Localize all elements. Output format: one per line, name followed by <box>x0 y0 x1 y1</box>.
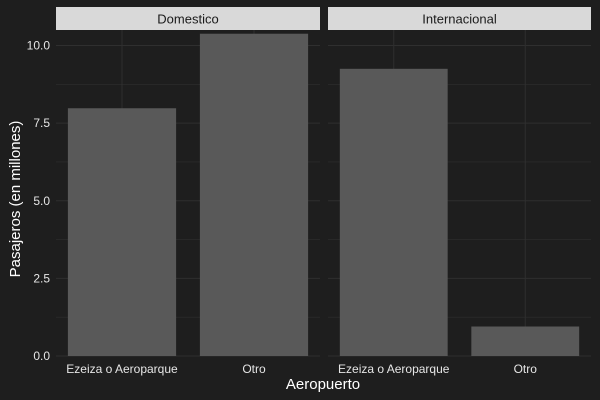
bar <box>199 33 309 357</box>
bar <box>471 326 580 356</box>
facet-strip <box>328 7 591 30</box>
bar <box>339 68 448 357</box>
x-tick-label: Ezeiza o Aeroparque <box>66 362 178 376</box>
y-tick-label: 7.5 <box>33 116 50 130</box>
x-tick-label: Otro <box>514 362 538 376</box>
y-tick-label: 10.0 <box>27 39 51 53</box>
x-tick-label: Otro <box>242 362 266 376</box>
y-axis-title: Pasajeros (en millones) <box>7 121 24 278</box>
facet-strip <box>56 7 320 30</box>
y-tick-label: 5.0 <box>33 194 50 208</box>
y-axis: 0.0 2.5 5.0 7.5 10.0 <box>27 39 51 363</box>
y-tick-label: 2.5 <box>33 271 50 285</box>
bar <box>67 108 177 357</box>
x-axis-title: Aeropuerto <box>286 376 360 393</box>
y-tick-label: 0.0 <box>33 349 50 363</box>
facet-panel-1: Domestico Ezeiza o Aeroparque Otro <box>56 7 320 376</box>
x-tick-label: Ezeiza o Aeroparque <box>338 362 450 376</box>
facet-strip-label: Internacional <box>422 12 497 27</box>
facet-panel-2: Internacional Ezeiza o Aeroparque Otro <box>328 7 591 376</box>
facet-strip-label: Domestico <box>157 12 218 27</box>
